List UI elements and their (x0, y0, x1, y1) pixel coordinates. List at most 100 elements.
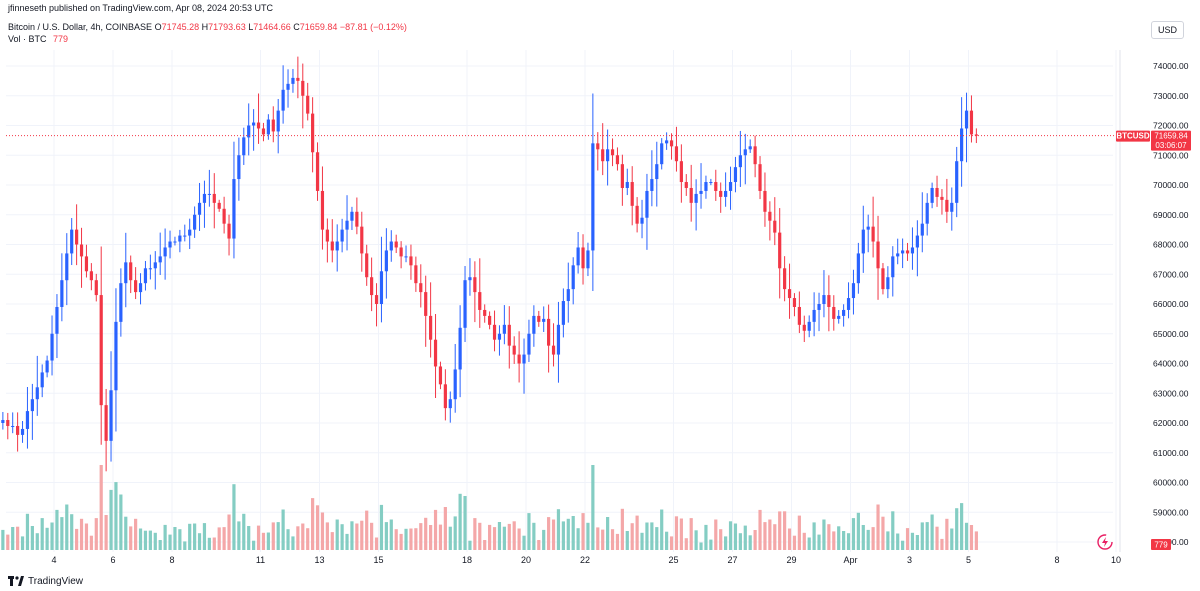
candle-body (158, 256, 162, 263)
volume-bar (256, 525, 261, 550)
volume-bar (822, 519, 826, 550)
volume-bar (488, 524, 492, 550)
candle-body (212, 193, 216, 203)
volume-bar (817, 534, 821, 550)
volume-bar (286, 529, 290, 550)
volume-bar (753, 530, 757, 550)
volume-bar (443, 507, 447, 550)
volume-bar (345, 533, 349, 550)
volume-bar (453, 516, 457, 550)
volume-bar (517, 528, 521, 550)
candle-body (50, 333, 54, 361)
candle-body (768, 211, 772, 221)
volume-bar (89, 535, 93, 550)
volume-bar (222, 527, 226, 550)
candle-body (778, 232, 782, 269)
candle-body (237, 155, 241, 180)
volume-bar (119, 494, 123, 550)
volume-bar (11, 527, 15, 550)
volume-bar (763, 522, 767, 550)
volume-bar (399, 533, 403, 550)
time-tick-label: 20 (521, 555, 531, 565)
candle-body (606, 149, 610, 162)
price-tick-label: 61000.00 (1153, 448, 1189, 458)
volume-bar (35, 533, 39, 550)
volume-bar (281, 509, 285, 550)
volume-tag-bg (1151, 539, 1171, 550)
volume-bar (84, 523, 89, 550)
candle-body (876, 241, 880, 269)
candle-body (630, 182, 634, 206)
candle-body (832, 306, 836, 319)
volume-bar (65, 504, 69, 550)
bolt-icon[interactable] (1096, 533, 1114, 551)
time-tick-label: 15 (373, 555, 383, 565)
candle-body (665, 140, 669, 144)
candle-body (802, 324, 806, 331)
volume-bar (261, 532, 266, 550)
price-tick-label: 64000.00 (1153, 359, 1189, 369)
volume-bar (724, 536, 728, 550)
candle-body (271, 119, 275, 132)
candle-body (837, 315, 841, 319)
candle-body (256, 122, 261, 129)
candle-body (699, 190, 703, 194)
candle-body (365, 253, 369, 278)
candle-body (822, 295, 826, 304)
volume-bar (271, 522, 275, 550)
volume-bar (719, 529, 723, 550)
candle-body (163, 247, 167, 257)
candle-body (325, 229, 329, 242)
volume-bar (104, 515, 108, 550)
candle-body (537, 315, 541, 322)
volume-bar (812, 522, 816, 550)
volume-bar (311, 498, 315, 550)
candle-body (281, 89, 285, 111)
volume-legend[interactable]: Vol · BTC 779 (8, 33, 68, 45)
volume-bar (660, 509, 664, 550)
candle-body (45, 360, 49, 373)
volume-bar (463, 496, 467, 550)
candle-body (886, 277, 890, 290)
volume-bar (896, 533, 900, 550)
candle-body (134, 280, 138, 293)
candle-body (217, 202, 221, 209)
volume-bar (842, 531, 846, 550)
volume-bar (153, 532, 157, 550)
volume-bar (561, 521, 565, 550)
volume-bar (778, 511, 782, 550)
candle-body (301, 80, 305, 96)
candle-body (827, 295, 831, 307)
price-tick-label: 68000.00 (1153, 240, 1189, 250)
candle-body (679, 161, 683, 183)
candle-body (247, 125, 251, 138)
candle-body (955, 161, 959, 203)
footer[interactable]: TradingView (8, 574, 83, 588)
candle-body (478, 292, 482, 310)
candle-body (640, 217, 644, 224)
volume-bar (625, 531, 629, 550)
symbol-legend[interactable]: Bitcoin / U.S. Dollar, 4h, COINBASE O717… (8, 21, 407, 33)
volume-bar (79, 518, 84, 550)
candle-body (320, 190, 325, 230)
candle-body (114, 321, 118, 391)
volume-bar (30, 526, 34, 550)
volume-bar (458, 493, 462, 550)
time-tick-label: 8 (169, 555, 174, 565)
candle-body (935, 187, 939, 197)
currency-button[interactable]: USD (1151, 21, 1185, 39)
candle-body (581, 247, 585, 269)
candle-body (188, 229, 192, 236)
volume-bar (60, 517, 64, 550)
candle-body (374, 295, 379, 304)
time-tick-label: 25 (668, 555, 678, 565)
volume-bar (374, 537, 379, 550)
candle-body (55, 306, 59, 334)
candle-body (104, 405, 108, 441)
volume-bar (606, 517, 610, 550)
volume-bar (188, 523, 192, 550)
candle-body (497, 333, 502, 340)
volume-bar (148, 530, 152, 550)
